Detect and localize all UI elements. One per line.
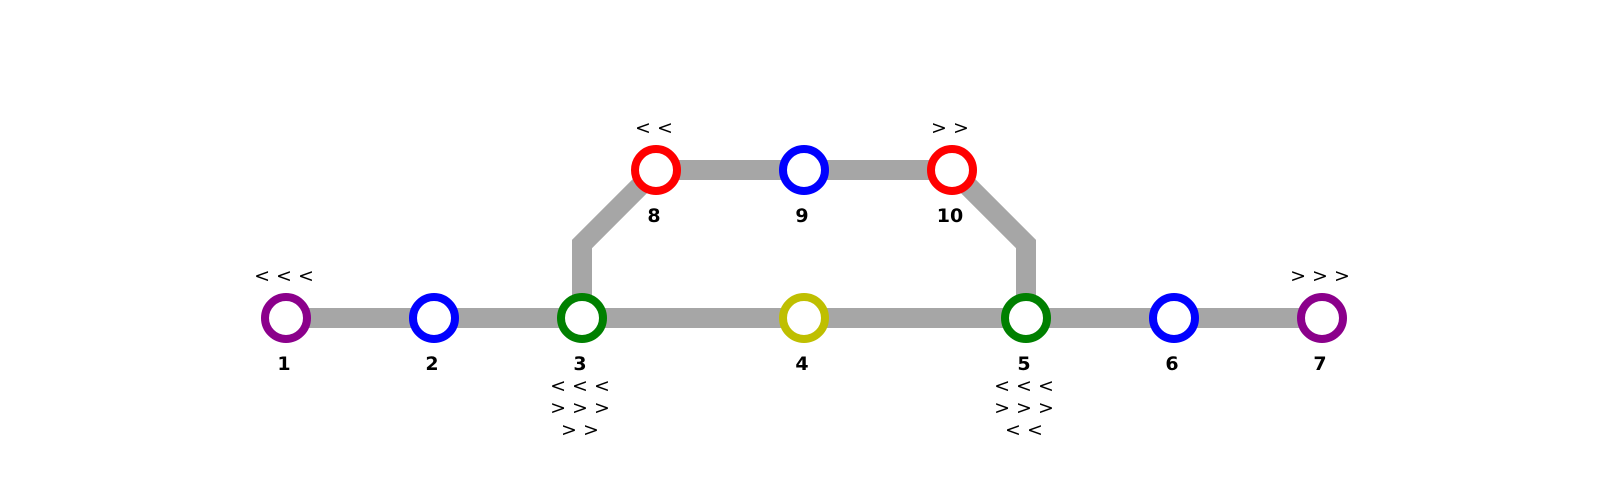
station-label-5: 5 [1017, 353, 1030, 375]
direction-arrows-below: < < < [550, 375, 610, 397]
station-label-7: 7 [1313, 353, 1326, 375]
station-6: 6 [1149, 293, 1199, 375]
station-marker-4 [779, 293, 829, 343]
direction-arrows-below: > > > [550, 397, 610, 419]
direction-arrows-above: < < [635, 117, 673, 139]
station-label-4: 4 [795, 353, 808, 375]
station-marker-10 [927, 145, 977, 195]
station-1: 1 < < < [254, 265, 314, 375]
station-label-2: 2 [425, 353, 438, 375]
station-5: 5< < <> > >< < [994, 293, 1054, 441]
direction-arrows-below: > > [561, 419, 599, 441]
station-marker-6 [1149, 293, 1199, 343]
station-marker-7 [1297, 293, 1347, 343]
direction-arrows-below: < < < [994, 375, 1054, 397]
station-9: 9 [779, 145, 829, 227]
station-10: 10 > > [927, 117, 977, 227]
station-marker-5 [1001, 293, 1051, 343]
station-marker-1 [261, 293, 311, 343]
station-3: 3< < <> > >> > [550, 293, 610, 441]
direction-arrows-below: < < [1005, 419, 1043, 441]
direction-arrows-above: < < < [254, 265, 314, 287]
stations: 1< < <2 3< < <> > >> >4 5< < <> > >< <6 7> … [254, 117, 1350, 441]
station-label-9: 9 [795, 205, 808, 227]
station-8: 8 < < [631, 117, 681, 227]
station-4: 4 [779, 293, 829, 375]
station-label-1: 1 [277, 353, 290, 375]
station-label-3: 3 [573, 353, 586, 375]
station-marker-3 [557, 293, 607, 343]
station-2: 2 [409, 293, 459, 375]
direction-arrows-above: > > [931, 117, 969, 139]
direction-arrows-above: > > > [1290, 265, 1350, 287]
station-7: 7 > > > [1290, 265, 1350, 375]
station-marker-8 [631, 145, 681, 195]
station-marker-9 [779, 145, 829, 195]
station-label-8: 8 [647, 205, 660, 227]
station-marker-2 [409, 293, 459, 343]
station-label-6: 6 [1165, 353, 1178, 375]
direction-arrows-below: > > > [994, 397, 1054, 419]
station-label-10: 10 [937, 205, 963, 227]
